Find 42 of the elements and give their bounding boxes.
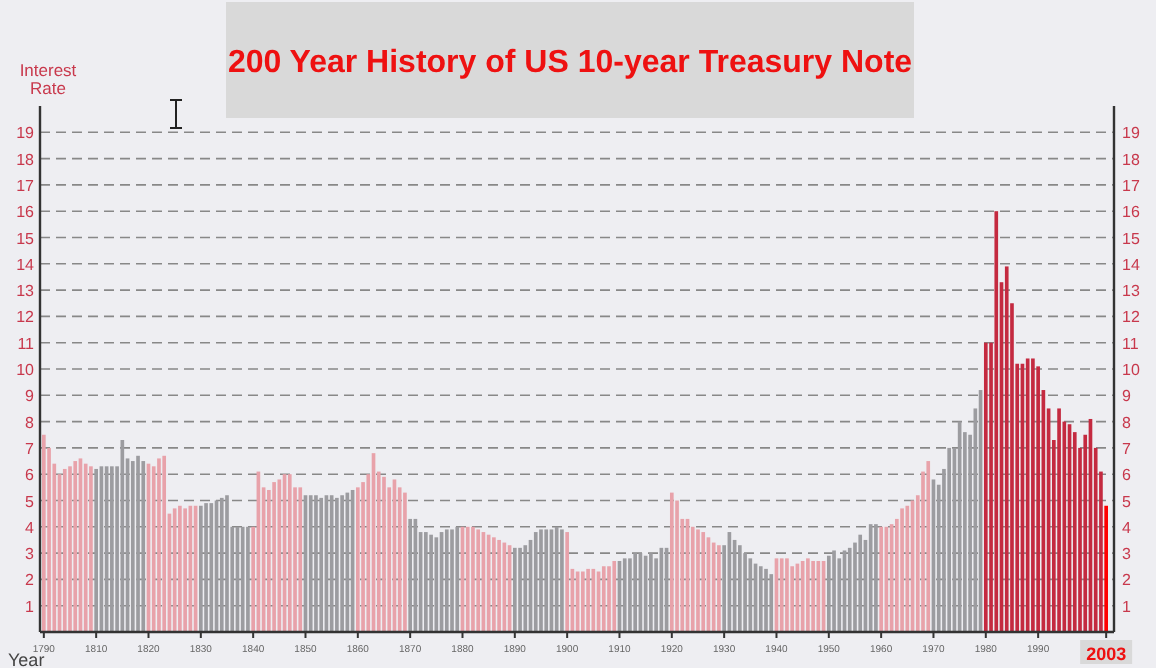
y-tick-label: 2: [25, 571, 36, 590]
chart-title: 200 Year History of US 10-year Treasury Note: [227, 46, 913, 80]
y-tick-label: 9: [25, 387, 36, 406]
y-tick-label: 6: [25, 466, 36, 485]
y-tick-label: 16: [16, 203, 36, 222]
y2-tick-label: 7: [1122, 439, 1132, 458]
y2-tick-label: 9: [1122, 387, 1132, 406]
y2-tick-label: 13: [1122, 282, 1141, 301]
y2-tick-label: 10: [1122, 361, 1141, 379]
y2-tick-label: 6: [1122, 466, 1132, 485]
y-tick-label: 4: [25, 518, 36, 537]
y-tick-label: 10: [16, 361, 36, 379]
y-tick-label: 8: [25, 413, 36, 432]
y-tick-label: 12: [16, 308, 36, 327]
y2-tick-label: 5: [1122, 492, 1132, 511]
y2-tick-label: 12: [1122, 308, 1141, 327]
y2-tick-label: 11: [1122, 334, 1140, 353]
y-tick-label: 15: [16, 229, 36, 248]
y-axis-title: Interest Rate: [19, 60, 78, 98]
y-tick-label: 14: [16, 255, 36, 274]
y2-tick-label: 4: [1122, 518, 1132, 537]
y-tick-label: 17: [16, 176, 36, 195]
x-axis-title: Year: [8, 650, 45, 668]
x-tick-label: 2003: [1086, 644, 1127, 664]
y-tick-label: 3: [25, 545, 36, 564]
y2-tick-label: 14: [1122, 255, 1141, 274]
y-tick-label: 11: [17, 334, 36, 353]
y2-tick-label: 8: [1122, 413, 1132, 432]
y-tick-label: 18: [16, 150, 36, 169]
y2-tick-label: 16: [1122, 203, 1141, 222]
y-tick-label: 1: [25, 597, 36, 616]
y2-tick-label: 17: [1122, 176, 1141, 195]
y-tick-label: 7: [25, 439, 36, 458]
y2-tick-label: 1: [1122, 597, 1132, 616]
y2-tick-label: 19: [1122, 124, 1141, 143]
y2-tick-label: 15: [1122, 229, 1141, 248]
y-tick-label: 19: [16, 124, 36, 143]
y-tick-label: 5: [25, 492, 36, 511]
y2-tick-label: 3: [1122, 545, 1132, 564]
y-tick-label: 13: [16, 282, 36, 301]
y2-tick-label: 18: [1122, 150, 1141, 169]
y2-tick-label: 2: [1122, 571, 1132, 590]
